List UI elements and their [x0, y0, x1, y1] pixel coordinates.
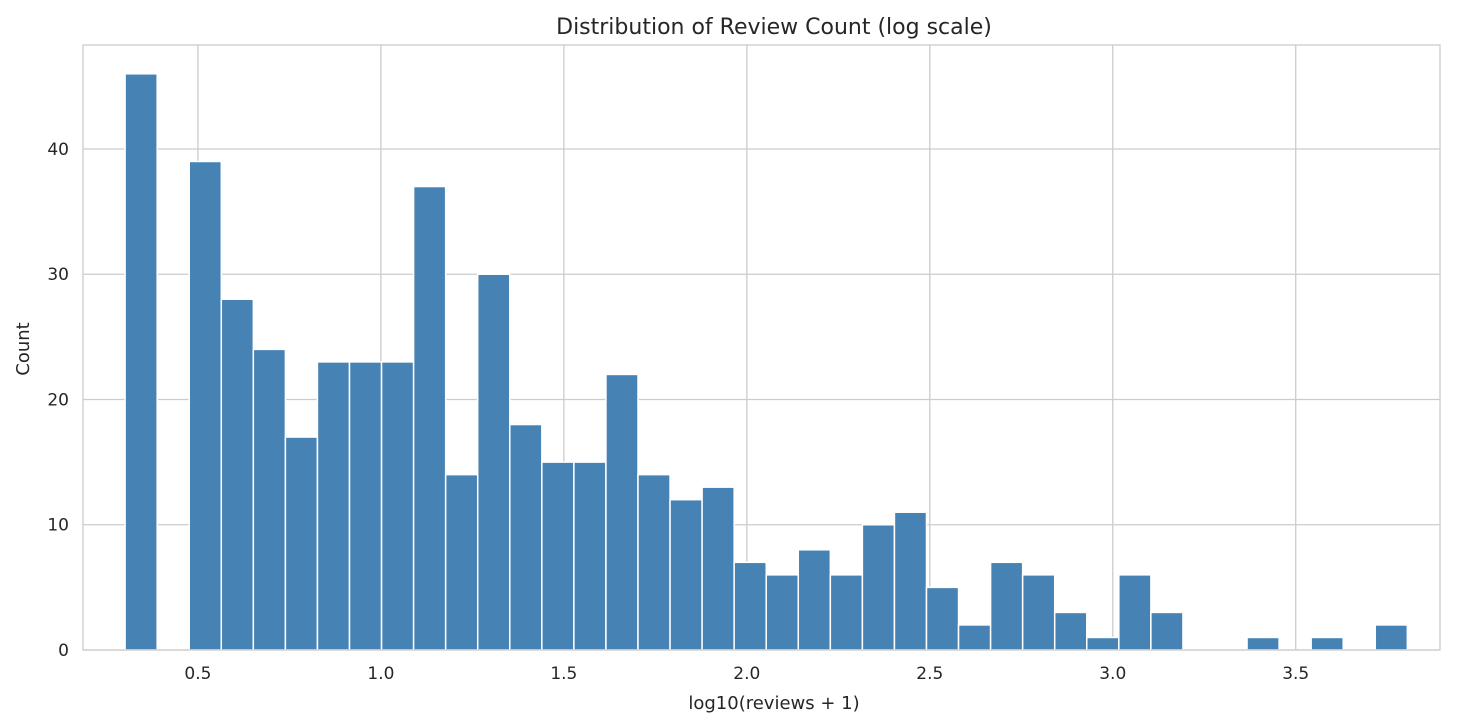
histogram-bar: [573, 461, 607, 651]
histogram-bar: [412, 185, 447, 651]
y-tick-label: 30: [47, 265, 69, 285]
y-tick-label: 10: [47, 516, 69, 536]
histogram-bar: [1086, 636, 1120, 651]
histogram-bar: [637, 473, 671, 651]
histogram-bar: [188, 160, 223, 651]
histogram-bar: [1021, 574, 1056, 651]
chart-title: Distribution of Review Count (log scale): [556, 15, 992, 40]
histogram-bar: [925, 586, 960, 651]
histogram-bar: [605, 373, 639, 651]
plot-frame: [82, 44, 1441, 651]
x-tick-label: 3.0: [1099, 664, 1126, 684]
histogram-bar: [1374, 624, 1409, 651]
grid-lines: [83, 45, 1440, 651]
histogram-bar: [124, 73, 158, 651]
histogram-bars: [124, 73, 1409, 651]
histogram-bar: [252, 348, 287, 651]
y-tick-label: 20: [47, 390, 69, 410]
histogram-bar: [701, 486, 735, 651]
x-tick-label: 1.5: [550, 664, 577, 684]
x-tick-label: 2.0: [733, 664, 760, 684]
histogram-bar: [989, 561, 1024, 651]
histogram-bar: [765, 574, 800, 651]
x-tick-label: 3.5: [1282, 664, 1309, 684]
y-axis-label: Count: [13, 322, 34, 375]
x-tick-label: 2.5: [916, 664, 943, 684]
histogram-bar: [348, 361, 383, 651]
y-tick-label: 40: [47, 140, 69, 160]
histogram-bar: [669, 498, 703, 651]
tick-labels: 0.5 1.0 1.5 2.0 2.5 3.0 3.5 0 10 20 30 40: [47, 140, 1309, 684]
histogram-bar: [220, 298, 255, 651]
histogram-bar: [893, 511, 928, 651]
histogram-bar: [957, 624, 992, 651]
histogram-bar: [733, 561, 767, 651]
histogram-bar: [1118, 574, 1152, 651]
x-tick-label: 1.0: [367, 664, 394, 684]
histogram-bar: [829, 574, 864, 651]
histogram-bar: [1246, 636, 1280, 651]
histogram-bar: [541, 461, 575, 651]
histogram-bar: [509, 423, 543, 651]
histogram-bar: [797, 549, 832, 651]
histogram-bar: [284, 436, 319, 651]
histogram-bar: [444, 473, 479, 651]
x-tick-label: 0.5: [184, 664, 211, 684]
histogram-bar: [380, 361, 415, 651]
histogram-bar: [1310, 636, 1344, 651]
histogram-bar: [861, 523, 896, 651]
histogram-bar: [1150, 611, 1184, 651]
histogram-bar: [316, 361, 351, 651]
histogram-bar: [476, 273, 511, 651]
histogram-bar: [1053, 611, 1088, 651]
y-tick-label: 0: [58, 641, 69, 661]
x-axis-label: log10(reviews + 1): [688, 693, 859, 714]
